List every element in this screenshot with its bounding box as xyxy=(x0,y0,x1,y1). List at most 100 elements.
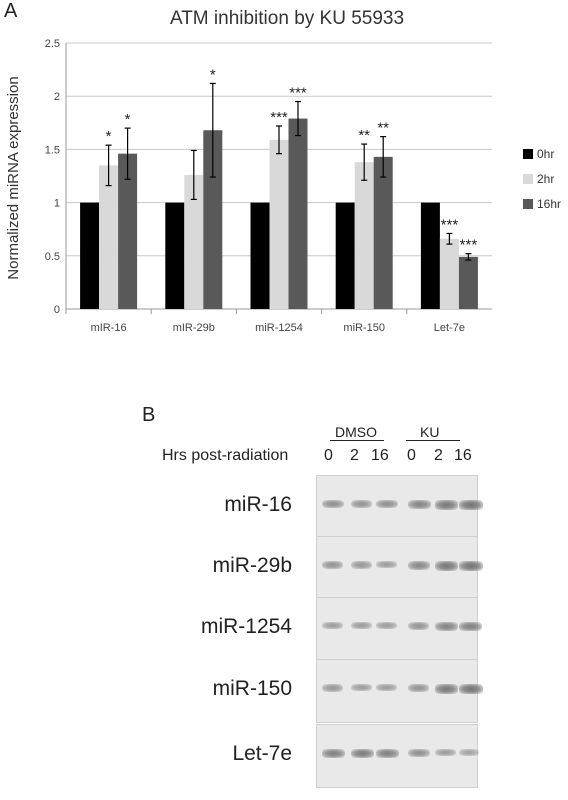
blot-band xyxy=(408,622,430,630)
bar-2hr xyxy=(269,139,289,309)
x-tick-label: miR-150 xyxy=(343,322,385,334)
bar-2hr xyxy=(184,174,204,309)
bar-16hr xyxy=(373,156,393,309)
blot-row-label: miR-1254 xyxy=(200,615,292,638)
x-tick-label: mIR-29b xyxy=(173,322,215,334)
chart-title: ATM inhibition by KU 55933 xyxy=(170,8,404,29)
blot-band xyxy=(435,500,459,510)
legend-swatch xyxy=(523,149,533,159)
bar-2hr xyxy=(439,238,459,309)
significance-marker: *** xyxy=(289,85,307,102)
blot-band xyxy=(322,749,345,758)
bar-chart: ATM inhibition by KU 55933 Normalized mi… xyxy=(5,8,561,334)
bar-16hr xyxy=(203,130,223,309)
blot-band xyxy=(408,684,430,692)
blot-band xyxy=(322,561,344,569)
blot-band xyxy=(459,622,482,631)
blot-band xyxy=(435,684,459,694)
error-bar xyxy=(276,125,282,155)
panel-b-label: B xyxy=(142,404,156,426)
bar-0hr xyxy=(165,202,185,309)
bar-16hr xyxy=(288,118,308,309)
blot-band xyxy=(376,684,397,692)
y-tick-label: 1.5 xyxy=(45,144,60,156)
error-bar xyxy=(124,127,131,180)
blot-band xyxy=(351,749,375,759)
lane-label: 0 xyxy=(407,447,416,464)
blot-band xyxy=(435,749,456,757)
legend-swatch xyxy=(523,174,533,184)
significance-marker: ** xyxy=(358,127,370,144)
blot-band xyxy=(459,684,483,694)
lane-label: 16 xyxy=(371,447,389,464)
blot-band xyxy=(351,500,373,508)
blot-band xyxy=(351,622,372,630)
error-bar xyxy=(105,144,112,187)
lane-label: 2 xyxy=(434,447,443,464)
error-bar xyxy=(446,232,453,245)
bar-0hr xyxy=(80,202,100,309)
gel-strip xyxy=(316,536,483,600)
significance-marker: * xyxy=(210,66,216,83)
gel-strip xyxy=(316,597,482,661)
bar-0hr xyxy=(250,202,270,309)
lane-label: 0 xyxy=(324,447,333,464)
significance-marker: *** xyxy=(460,237,478,254)
error-bar xyxy=(295,100,301,137)
group-label-dmso: DMSO xyxy=(335,424,377,440)
y-tick-label: 1 xyxy=(54,198,60,210)
blot-band xyxy=(376,749,399,758)
blot-band xyxy=(322,622,343,630)
gel-strip xyxy=(316,659,483,723)
blot-band xyxy=(376,622,397,630)
blot-band xyxy=(322,500,344,508)
gel-strip xyxy=(316,475,483,539)
blot-row-label: miR-150 xyxy=(212,677,292,700)
blot-row-label: miR-16 xyxy=(224,493,292,516)
ku-group-line xyxy=(406,440,460,441)
significance-marker: *** xyxy=(270,109,288,126)
group-label-ku: KU xyxy=(420,424,440,440)
legend-label: 16hr xyxy=(537,197,561,211)
blot-band xyxy=(459,749,480,756)
legend-label: 0hr xyxy=(537,147,554,161)
legend-label: 2hr xyxy=(537,172,554,186)
blot-band xyxy=(459,561,483,571)
error-bar xyxy=(380,136,387,178)
blot-band xyxy=(376,500,398,508)
dmso-group-line xyxy=(330,440,384,441)
significance-marker: * xyxy=(106,128,112,145)
blot-band xyxy=(459,500,483,510)
gel-strip xyxy=(316,724,480,788)
blot-band xyxy=(408,561,431,570)
significance-marker: * xyxy=(125,111,131,128)
y-tick-label: 0 xyxy=(54,304,60,316)
bar-16hr xyxy=(458,256,478,309)
x-tick-label: Let-7e xyxy=(434,322,465,334)
blot-band xyxy=(408,500,431,509)
blot-band xyxy=(351,684,372,692)
blot-band xyxy=(351,561,372,569)
error-bar xyxy=(190,149,197,201)
blot-band xyxy=(376,561,397,569)
panel-a-label: A xyxy=(4,0,18,22)
lane-label: 16 xyxy=(454,447,472,464)
x-tick-label: miR-1254 xyxy=(255,322,303,334)
y-tick-label: 2.5 xyxy=(45,38,60,50)
bar-16hr xyxy=(118,153,138,309)
bar-2hr xyxy=(354,162,374,309)
lane-label: 2 xyxy=(350,447,359,464)
blot-band xyxy=(408,749,430,757)
hrs-post-radiation-label: Hrs post-radiation xyxy=(162,447,289,464)
bar-2hr xyxy=(99,165,119,309)
blot-band xyxy=(435,622,458,631)
blot-row-label: miR-29b xyxy=(212,554,292,577)
error-bar xyxy=(209,82,216,178)
significance-marker: ** xyxy=(377,120,389,137)
error-bar xyxy=(361,143,368,181)
y-tick-label: 2 xyxy=(54,91,60,103)
legend-swatch xyxy=(523,199,533,209)
bar-0hr xyxy=(335,202,355,309)
error-bar xyxy=(465,253,472,261)
y-tick-label: 0.5 xyxy=(45,251,60,263)
